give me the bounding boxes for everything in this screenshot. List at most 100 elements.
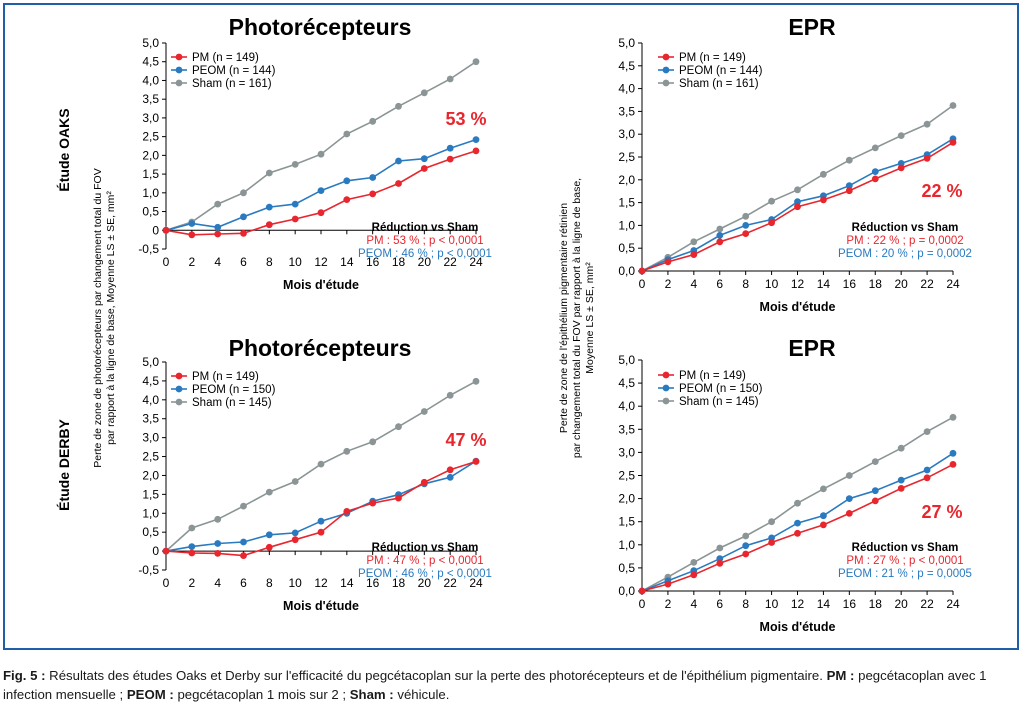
x-tick-label: 14 [340, 255, 354, 269]
data-point-peom [214, 223, 222, 231]
data-point-pm [716, 559, 724, 567]
x-tick-label: 2 [188, 576, 195, 590]
data-point-pm [820, 196, 827, 204]
data-point-pm [420, 165, 428, 172]
y-tick-label: 3,0 [142, 111, 159, 125]
x-tick-label: 18 [869, 277, 883, 291]
data-point-sham [214, 200, 222, 208]
data-point-sham [897, 132, 905, 140]
data-point-peom [871, 168, 879, 176]
x-tick-label: 22 [920, 597, 934, 611]
data-point-pm [923, 155, 931, 162]
data-point-sham [690, 238, 698, 246]
legend-marker-pm [175, 372, 183, 380]
data-point-sham [291, 161, 299, 168]
x-tick-label: 10 [288, 255, 302, 269]
x-tick-label: 8 [266, 255, 273, 269]
data-point-sham [188, 524, 196, 532]
y-tick-label: 3,5 [618, 422, 635, 436]
caption-fig-label: Fig. 5 : [3, 668, 46, 683]
data-point-peom [188, 220, 196, 227]
data-point-sham [291, 478, 299, 485]
data-point-pm [472, 458, 480, 465]
data-point-sham [794, 499, 801, 507]
data-point-sham [820, 485, 827, 493]
data-point-sham [742, 212, 750, 220]
figure-charts: Photorécepteurs -0,5 0 0,5 1,0 1,5 2,0 2,5 3,0 3,… [56, 14, 972, 634]
x-axis-title: Mois d'étude [760, 620, 836, 634]
y-tick-label: 4,5 [618, 59, 635, 73]
data-point-pm [214, 230, 222, 238]
data-point-sham [240, 502, 247, 510]
x-tick-label: 4 [214, 576, 221, 590]
data-point-sham [317, 150, 325, 158]
data-point-pm [317, 209, 325, 217]
right-y-axis-label: par changement total du FOV par rapport … [571, 178, 583, 458]
y-tick-label: 3,0 [142, 431, 159, 445]
data-point-pm [317, 528, 325, 536]
data-point-sham [420, 89, 428, 97]
series-line-peom [165, 460, 477, 552]
y-tick-label: 0,0 [618, 264, 635, 278]
data-point-peom [742, 542, 750, 550]
caption-text: Résultats des études Oaks et Derby sur l… [45, 668, 827, 683]
data-point-sham [214, 515, 222, 523]
legend-marker-sham [175, 398, 183, 406]
data-point-pm [214, 550, 222, 557]
data-point-sham [369, 117, 377, 125]
y-tick-label: 4,0 [142, 73, 159, 87]
legend-label-peom: PEOM (n = 150) [679, 383, 763, 395]
x-tick-label: 22 [443, 576, 457, 590]
reduction-percent: 27 % [921, 502, 962, 522]
y-tick-label: 3,0 [618, 127, 635, 141]
note-heading: Réduction vs Sham [372, 542, 479, 554]
data-point-pm [871, 497, 879, 505]
legend-marker-pm [662, 53, 670, 61]
x-tick-label: 18 [392, 255, 406, 269]
x-tick-label: 20 [894, 597, 908, 611]
data-point-pm [162, 226, 170, 234]
data-point-sham [265, 488, 273, 496]
row-label-derby: Étude DERBY [56, 418, 72, 510]
legend-marker-peom [662, 66, 670, 74]
x-tick-label: 20 [418, 255, 432, 269]
x-tick-label: 20 [894, 277, 908, 291]
data-point-sham [420, 408, 428, 415]
data-point-pm [897, 485, 905, 492]
data-point-sham [369, 438, 377, 446]
legend-label-peom: PEOM (n = 150) [192, 384, 276, 396]
note-pm: PM : 27 % ; p < 0,0001 [846, 555, 963, 567]
data-point-peom [716, 232, 724, 239]
data-point-peom [369, 174, 377, 181]
data-point-sham [794, 186, 801, 194]
data-point-sham [949, 413, 957, 421]
data-point-pm [820, 521, 827, 529]
data-point-pm [343, 508, 351, 515]
data-point-sham [716, 225, 724, 233]
x-tick-label: 8 [742, 277, 749, 291]
data-point-peom [897, 476, 905, 484]
legend-marker-peom [175, 66, 183, 74]
x-tick-label: 22 [920, 277, 934, 291]
x-tick-label: 8 [742, 597, 749, 611]
data-point-peom [317, 517, 325, 525]
data-point-sham [317, 460, 325, 468]
data-point-peom [923, 466, 931, 474]
x-tick-label: 18 [392, 576, 406, 590]
data-point-pm [768, 219, 775, 227]
x-tick-label: 16 [843, 277, 857, 291]
data-point-sham [446, 391, 454, 399]
data-point-peom [446, 144, 454, 152]
data-point-pm [240, 229, 247, 237]
data-point-pm [343, 196, 351, 204]
data-point-pm [768, 539, 775, 546]
data-point-peom [472, 136, 480, 144]
data-point-peom [291, 529, 299, 537]
data-point-pm [742, 550, 750, 558]
left-y-axis-label: par rapport à la ligne de base, Moyenne … [105, 191, 117, 445]
note-pm: PM : 53 % ; p < 0,0001 [366, 235, 483, 247]
data-point-peom [291, 200, 299, 208]
data-point-pm [188, 231, 196, 239]
data-point-peom [420, 155, 428, 163]
x-tick-label: 2 [665, 597, 672, 611]
